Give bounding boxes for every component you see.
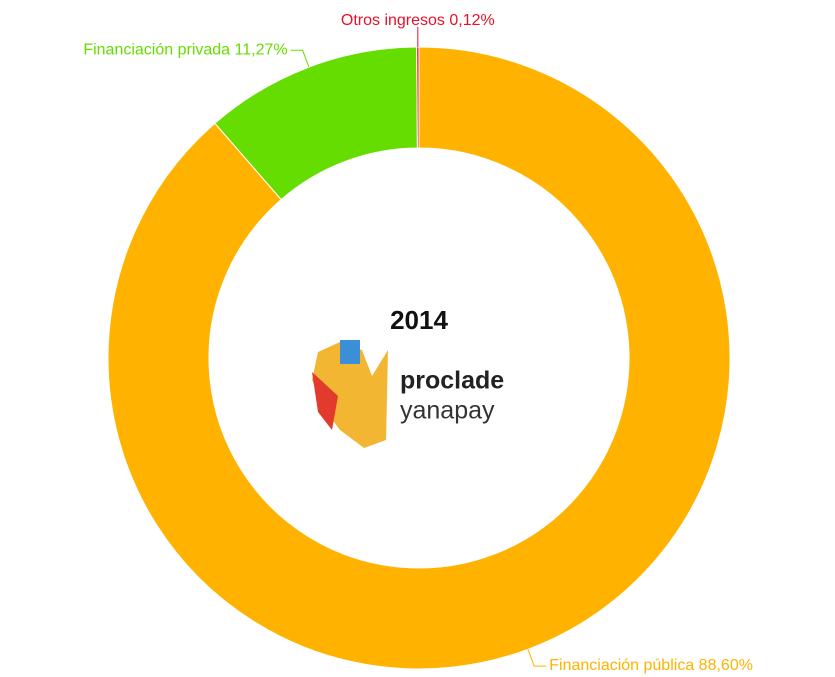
logo-head	[340, 340, 360, 364]
data-label: Otros ingresos 0,12%	[341, 12, 495, 29]
logo-figure	[312, 342, 388, 448]
logo: proclade yanapay	[312, 340, 504, 448]
logo-wing	[312, 372, 338, 430]
label-name: Otros ingresos	[341, 12, 445, 29]
label-value: 11,27%	[235, 41, 288, 58]
slice	[416, 46, 420, 149]
label-value: 88,60%	[699, 657, 753, 674]
label-name: Financiación privada	[83, 41, 230, 58]
leader-line	[527, 649, 547, 667]
data-label: Financiación pública 88,60%	[549, 657, 753, 674]
logo-text: proclade	[400, 367, 504, 395]
logo-text: yanapay	[400, 397, 495, 425]
slice	[107, 46, 731, 670]
data-label: Financiación privada 11,27%	[83, 41, 287, 58]
label-name: Financiación pública	[549, 657, 694, 674]
chart-title: 2014	[390, 305, 448, 335]
leader-line	[290, 49, 310, 68]
label-value: 0,12%	[449, 12, 494, 29]
